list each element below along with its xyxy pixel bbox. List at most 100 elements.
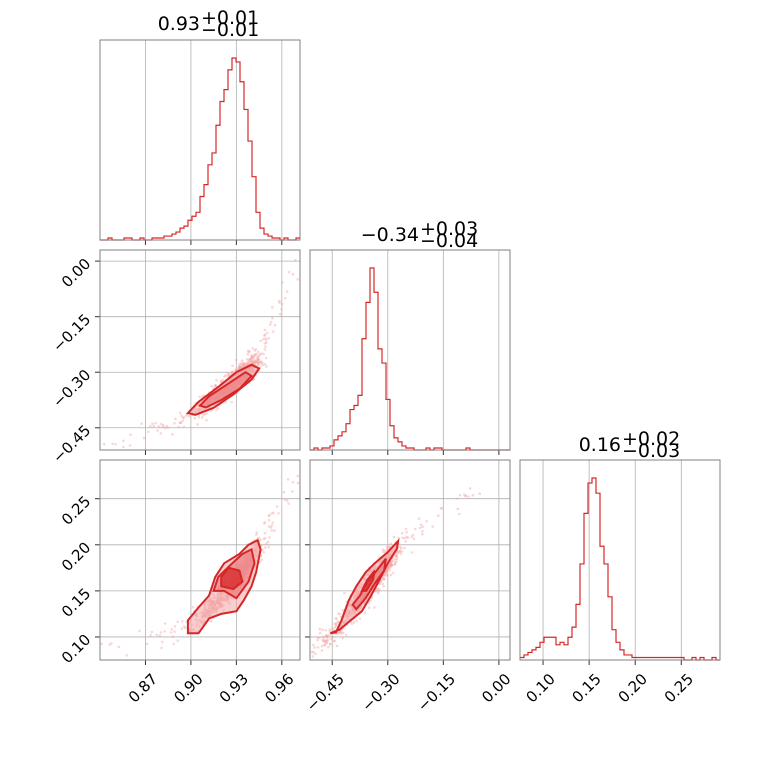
sample-point — [267, 336, 271, 340]
panel-title-param-0-lower: −0.01 — [201, 19, 259, 41]
sample-point — [246, 362, 250, 366]
sample-point — [401, 536, 404, 540]
sample-point — [158, 634, 162, 637]
sample-point — [405, 535, 409, 539]
histogram-panel-param-1 — [309, 249, 511, 455]
sample-point — [138, 629, 141, 633]
sample-point — [413, 527, 417, 531]
sample-point — [296, 481, 300, 485]
sample-point — [267, 518, 271, 522]
sample-point — [325, 635, 329, 639]
x-tick-label: 0.93 — [216, 670, 252, 706]
sample-point — [393, 563, 396, 566]
sample-point — [219, 379, 223, 383]
sample-point — [251, 347, 255, 350]
sample-point — [263, 362, 267, 366]
sample-point — [419, 523, 423, 526]
sample-point — [122, 439, 125, 443]
sample-point — [384, 549, 387, 553]
scatter-panel-param-0-vs-1 — [95, 249, 301, 455]
sample-point — [395, 556, 399, 559]
sample-point — [335, 617, 339, 621]
sample-point — [269, 526, 273, 529]
sample-point — [325, 634, 328, 637]
sample-point — [157, 425, 161, 428]
sample-point — [331, 635, 335, 639]
sample-point — [161, 640, 164, 644]
sample-point — [230, 400, 233, 404]
sample-point — [326, 639, 329, 643]
sample-point — [344, 633, 348, 637]
sample-point — [324, 641, 328, 645]
sample-point — [129, 433, 132, 437]
sample-point — [278, 299, 281, 303]
sample-point — [238, 366, 241, 370]
sample-point — [388, 545, 391, 549]
sample-point — [406, 536, 410, 539]
sample-point — [160, 646, 163, 650]
sample-point — [254, 348, 258, 351]
x-tick-label: 0.10 — [522, 670, 558, 706]
sample-point — [399, 545, 402, 549]
sample-point — [179, 421, 183, 424]
sample-point — [464, 494, 468, 498]
sample-point — [390, 563, 393, 567]
sample-point — [336, 632, 340, 635]
sample-point — [253, 349, 257, 352]
sample-point — [242, 362, 245, 366]
sample-point — [275, 505, 279, 508]
sample-point — [383, 577, 386, 581]
sample-point — [203, 412, 207, 416]
histogram-steps — [310, 267, 510, 451]
sample-point — [279, 312, 282, 316]
sample-point — [417, 517, 421, 520]
sample-point — [230, 371, 233, 375]
sample-point — [256, 363, 260, 367]
sample-point — [341, 636, 345, 640]
sample-point — [391, 559, 394, 562]
sample-point — [376, 587, 379, 590]
sample-point — [174, 417, 177, 421]
sample-point — [262, 352, 265, 356]
sample-point — [322, 640, 326, 643]
sample-point — [285, 290, 289, 293]
x-tick-labels-param-1: −0.45 −0.30 −0.15 0.00 — [303, 670, 515, 715]
sample-point — [318, 631, 322, 635]
sample-point — [231, 370, 234, 373]
sample-point — [103, 452, 106, 455]
sample-point — [259, 365, 262, 369]
sample-point — [393, 558, 397, 561]
sample-point — [230, 370, 234, 374]
sample-point — [397, 536, 400, 540]
sample-point — [410, 551, 414, 554]
sample-point — [384, 571, 388, 574]
sample-point — [280, 302, 284, 306]
sample-point — [193, 416, 197, 420]
sample-point — [246, 353, 250, 356]
sample-point — [249, 357, 253, 360]
sample-point — [388, 568, 392, 572]
sample-point — [321, 635, 325, 638]
sample-point — [250, 358, 253, 361]
sample-point — [389, 561, 393, 564]
sample-point — [261, 548, 265, 552]
sample-point — [247, 359, 250, 363]
sample-point — [395, 560, 398, 564]
sample-point — [265, 365, 268, 368]
sample-point — [263, 328, 267, 332]
sample-point — [251, 361, 254, 365]
sample-point — [250, 360, 253, 363]
sample-point — [117, 645, 121, 649]
sample-point — [256, 355, 260, 359]
sample-point — [184, 626, 187, 630]
sample-point — [271, 317, 274, 320]
sample-point — [247, 350, 251, 354]
sample-point — [201, 394, 205, 398]
sample-point — [270, 524, 274, 527]
panel-frame — [99, 249, 301, 451]
sample-point — [226, 374, 229, 377]
sample-point — [146, 430, 150, 434]
sample-point — [254, 352, 257, 356]
sample-point — [263, 521, 267, 524]
